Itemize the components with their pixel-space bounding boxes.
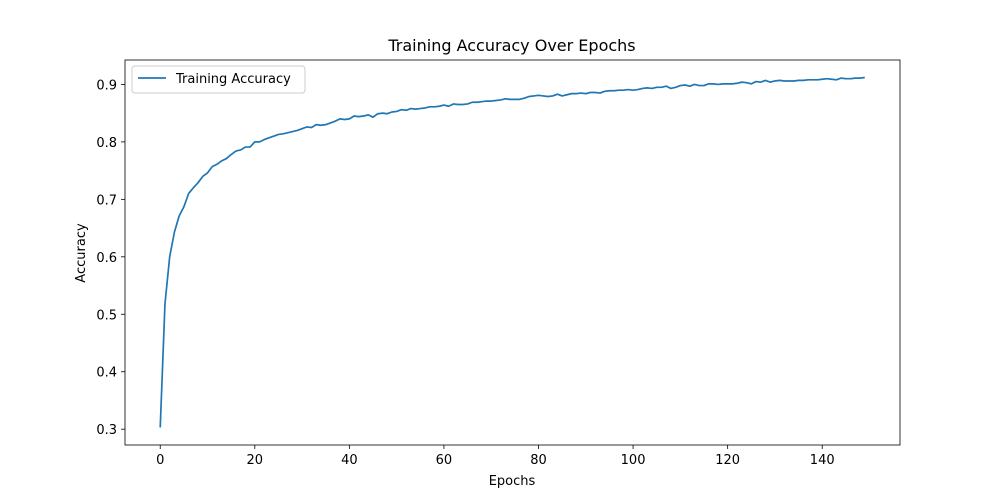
y-tick-label: 0.7 <box>96 193 117 208</box>
x-tick-label: 40 <box>341 453 358 468</box>
x-tick-label: 120 <box>715 453 740 468</box>
y-tick-label: 0.6 <box>96 251 117 266</box>
x-axis-ticks: 0 20 40 60 80 100 120 140 <box>156 445 835 468</box>
y-axis-label: Accuracy <box>74 223 89 283</box>
y-tick-label: 0.4 <box>96 366 117 381</box>
x-tick-label: 20 <box>247 453 264 468</box>
legend-box <box>131 65 306 94</box>
x-tick-label: 0 <box>156 453 164 468</box>
legend: Training Accuracy <box>131 65 306 94</box>
chart-title: Training Accuracy Over Epochs <box>387 36 635 55</box>
x-tick-label: 140 <box>810 453 835 468</box>
x-tick-label: 100 <box>621 453 646 468</box>
y-axis-ticks: 0.3 0.4 0.5 0.6 0.7 0.8 0.9 <box>96 78 125 438</box>
series-line-0 <box>159 76 865 428</box>
x-tick-label: 80 <box>530 453 547 468</box>
axes-frame <box>124 59 901 446</box>
y-tick-label: 0.8 <box>96 136 117 151</box>
y-tick-label: 0.9 <box>96 78 117 93</box>
plot-area <box>124 59 901 446</box>
y-tick-label: 0.5 <box>96 308 117 323</box>
x-tick-label: 60 <box>436 453 453 468</box>
legend-label: Training Accuracy <box>175 72 291 87</box>
y-tick-label: 0.3 <box>96 423 117 438</box>
x-axis-label: Epochs <box>489 474 536 489</box>
